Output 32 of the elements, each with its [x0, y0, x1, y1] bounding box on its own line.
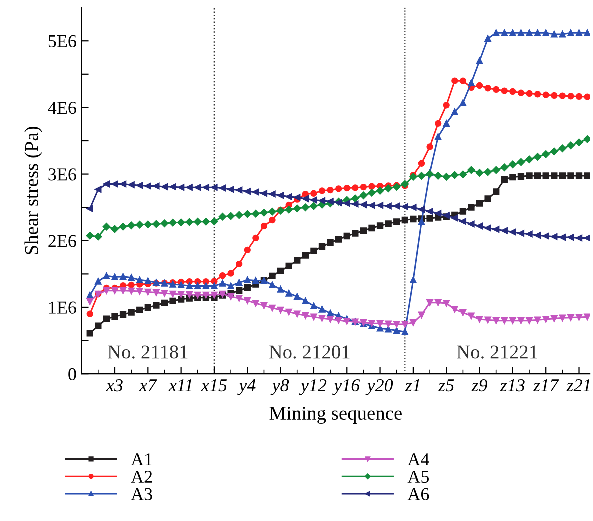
x-axis-title: Mining sequence — [270, 406, 402, 424]
x-tick-label: z9 — [472, 380, 488, 392]
legend-label: A6 — [408, 488, 430, 500]
annotation: No. 21181 — [108, 346, 188, 359]
x-tick-label: z21 — [566, 380, 590, 392]
x-tick-label: y8 — [270, 379, 290, 396]
y-tick-label: 2E6 — [48, 235, 76, 248]
x-tick-label: z17 — [533, 380, 560, 392]
legend-label: A3 — [131, 488, 152, 500]
x-tick-label: x11 — [168, 380, 192, 392]
x-tick-label: y12 — [299, 379, 327, 396]
x-tick-label: z13 — [500, 380, 525, 392]
legend-label: A4 — [408, 454, 430, 466]
legend-label: A1 — [131, 454, 152, 466]
y-tick-label: 3E6 — [48, 168, 76, 181]
x-tick-label: y16 — [332, 379, 360, 396]
x-tick-label: y4 — [238, 380, 256, 396]
x-tick-label: x7 — [139, 380, 158, 392]
y-axis-title: Shear stress (Pa) — [24, 127, 42, 254]
annotation: No. 21221 — [457, 346, 538, 359]
x-tick-label: y20 — [366, 379, 394, 396]
y-tick-label: 1E6 — [49, 302, 76, 314]
x-tick-label: z1 — [405, 380, 420, 392]
x-tick-label: x3 — [106, 380, 123, 392]
y-tick-label: 5E6 — [48, 35, 76, 48]
y-tick-label: 0 — [68, 368, 76, 381]
x-tick-label: z5 — [438, 380, 454, 392]
legend-label: A5 — [408, 470, 430, 484]
annotation: No. 21201 — [269, 346, 350, 359]
x-tick-label: x15 — [201, 380, 227, 392]
y-tick-label: 4E6 — [48, 102, 76, 114]
legend-label: A2 — [131, 470, 152, 483]
